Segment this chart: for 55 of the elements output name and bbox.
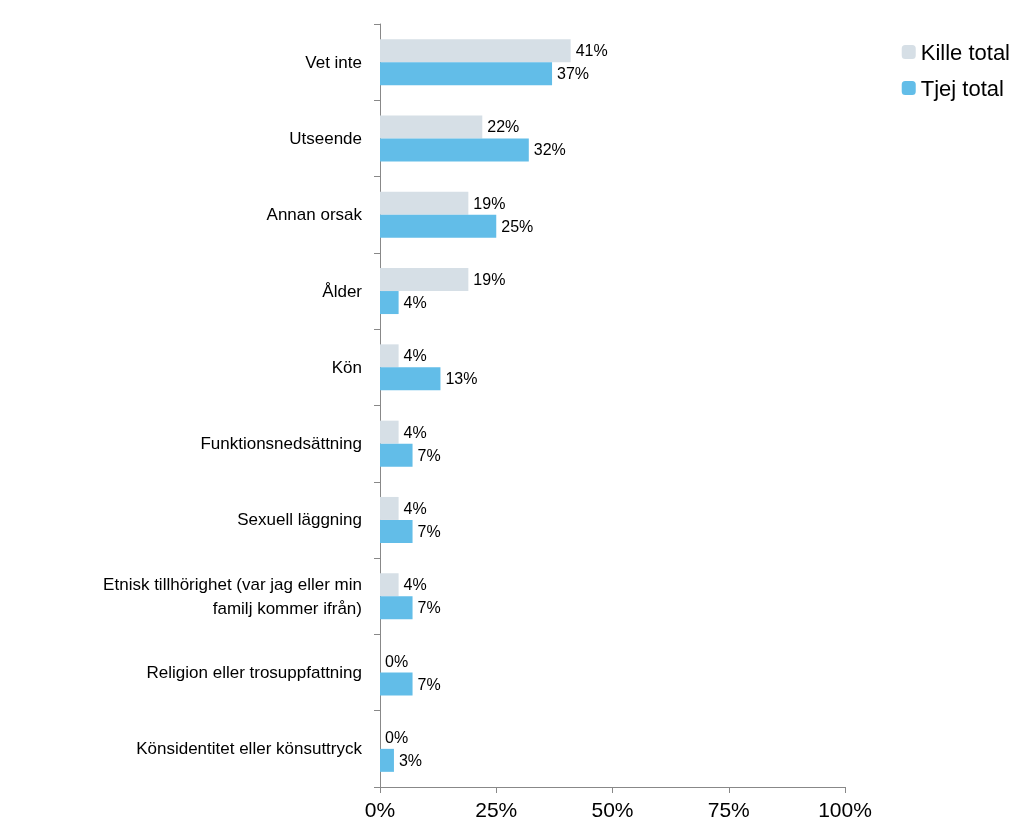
y-tick-label: Annan orsak	[266, 205, 363, 225]
legend-label: Tjej total	[920, 75, 1004, 101]
data-label: 19%	[473, 194, 506, 212]
y-tick-label: Religion eller trosuppfattning	[146, 663, 362, 683]
data-label: 7%	[417, 522, 441, 540]
bar	[380, 596, 413, 620]
data-label: 41%	[575, 42, 608, 60]
bar	[380, 519, 413, 543]
data-label: 7%	[417, 599, 441, 617]
data-label: 0%	[385, 728, 409, 746]
bar	[380, 62, 553, 86]
bar	[380, 291, 399, 315]
bar	[380, 573, 399, 597]
data-label: 32%	[533, 141, 566, 159]
y-tick-label: Funktionsnedsättning	[200, 434, 362, 454]
x-tick-label: 50%	[591, 798, 634, 821]
x-tick-label: 25%	[475, 798, 518, 821]
bar	[380, 443, 413, 467]
x-tick-label: 0%	[364, 798, 396, 821]
x-tick-label: 100%	[818, 798, 872, 821]
bar	[380, 138, 529, 162]
data-label: 19%	[473, 271, 506, 289]
bar	[380, 39, 571, 63]
data-label: 0%	[385, 652, 409, 670]
y-tick-label: Ålder	[322, 281, 363, 301]
bar	[380, 420, 399, 444]
legend-label: Kille total	[920, 39, 1011, 65]
x-tick-label: 75%	[707, 798, 750, 821]
y-tick-label: Sexuell läggning	[237, 510, 362, 530]
data-label: 7%	[417, 446, 441, 464]
y-tick-label: Könsidentitet eller könsuttryck	[136, 739, 363, 759]
data-label: 13%	[445, 370, 478, 388]
bar	[380, 496, 399, 520]
y-tick-label: Utseende	[289, 128, 362, 148]
bar	[380, 367, 441, 391]
bar	[380, 214, 497, 238]
data-label: 22%	[487, 118, 520, 136]
data-label: 4%	[403, 576, 427, 594]
y-tick-label: Vet inte	[305, 52, 362, 72]
bar	[380, 344, 399, 368]
data-label: 4%	[403, 294, 427, 312]
data-label: 37%	[557, 65, 590, 83]
bar	[380, 748, 394, 772]
bar	[380, 115, 483, 139]
data-label: 4%	[403, 423, 427, 441]
y-tick-label: Kön	[331, 357, 362, 377]
bar	[380, 672, 413, 696]
data-label: 3%	[398, 751, 423, 769]
y-tick-label: Etnisk tillhörighet (var jag eller min familj kommer ifrån)	[103, 574, 362, 618]
bar	[380, 268, 469, 292]
data-label: 4%	[403, 499, 427, 517]
bar	[380, 191, 469, 215]
data-label: 7%	[417, 675, 441, 693]
data-label: 4%	[403, 347, 427, 365]
data-label: 25%	[501, 217, 534, 235]
